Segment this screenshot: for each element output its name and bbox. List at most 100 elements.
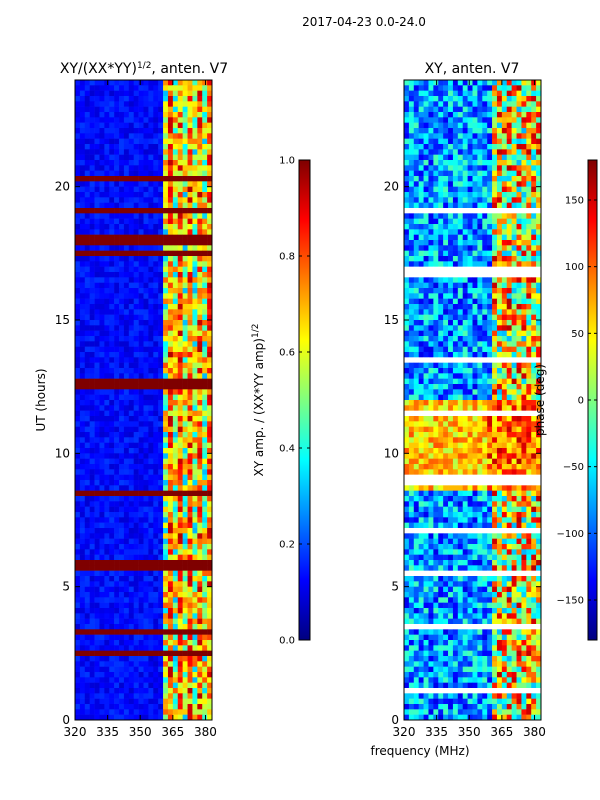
amplitude-cell (192, 224, 198, 230)
amplitude-cell (114, 288, 120, 294)
amplitude-cell (123, 378, 130, 385)
phase-cell (482, 229, 488, 235)
phase-cell (433, 341, 439, 347)
amplitude-cell (84, 453, 90, 459)
phase-cell (467, 282, 473, 289)
amplitude-cell (84, 474, 90, 481)
amplitude-cell (197, 320, 203, 326)
phase-cell (492, 106, 498, 113)
phase-cell (404, 80, 410, 86)
amplitude-cell (197, 586, 203, 593)
amplitude-cell (158, 490, 164, 497)
phase-cell (501, 277, 508, 283)
phase-cell (404, 90, 410, 97)
amplitude-cell (163, 293, 169, 299)
phase-cell (521, 336, 527, 342)
phase-cell (472, 160, 478, 166)
amplitude-cell (114, 682, 120, 689)
amplitude-cell (197, 96, 203, 102)
amplitude-cell (104, 608, 110, 614)
phase-cell (438, 288, 444, 294)
amplitude-cell (119, 277, 125, 283)
amplitude-cell (84, 325, 90, 331)
phase-cell (472, 176, 478, 182)
amplitude-cell (84, 229, 90, 235)
phase-cell (511, 197, 517, 203)
phase-cell (418, 138, 424, 145)
amplitude-cell (202, 437, 208, 443)
amplitude-cell (158, 554, 164, 561)
amplitude-cell (114, 208, 120, 214)
amplitude-cell (128, 245, 135, 251)
amplitude-cell (177, 405, 183, 411)
amplitude-cell (75, 112, 81, 118)
phase-cell (506, 154, 512, 161)
amplitude-cell (75, 277, 81, 283)
phase-cell (452, 101, 459, 107)
amplitude-cell (148, 458, 154, 465)
amplitude-cell (192, 266, 198, 273)
phase-cell (477, 325, 483, 331)
amplitude-cell (99, 405, 105, 411)
amplitude-cell (158, 341, 164, 347)
amplitude-cell (177, 309, 183, 315)
amplitude-cell (109, 682, 115, 689)
amplitude-cell (133, 421, 139, 427)
amplitude-cell (167, 101, 174, 107)
amplitude-cell (104, 384, 110, 390)
phase-cell (404, 288, 410, 294)
amplitude-cell (202, 96, 208, 102)
phase-cell (472, 352, 478, 358)
amplitude-cell (163, 714, 169, 721)
amplitude-cell (75, 554, 81, 561)
amplitude-cell (148, 656, 154, 662)
phase-cell (452, 112, 459, 118)
amplitude-cell (177, 597, 183, 603)
phase-cell (477, 144, 483, 150)
amplitude-cell (84, 613, 90, 619)
phase-cell (482, 288, 488, 294)
amplitude-cell (167, 186, 174, 193)
amplitude-cell (89, 490, 95, 497)
amplitude-cell (114, 650, 120, 657)
amplitude-cell (143, 128, 149, 134)
amplitude-cell (167, 341, 174, 347)
amplitude-cell (109, 581, 115, 587)
amplitude-cell (89, 400, 95, 406)
amplitude-cell (109, 149, 115, 155)
phase-cell (438, 213, 444, 219)
amplitude-cell (128, 528, 135, 534)
phase-cell (511, 117, 517, 123)
amplitude-cell (192, 357, 198, 363)
amplitude-cell (123, 357, 130, 363)
phase-cell (418, 149, 424, 155)
phase-cell (433, 346, 439, 353)
amplitude-cell (109, 565, 115, 571)
amplitude-cell (207, 453, 213, 459)
amplitude-cell (182, 330, 188, 337)
amplitude-cell (123, 666, 130, 673)
phase-cell (467, 154, 473, 161)
amplitude-cell (177, 362, 183, 369)
phase-cell (511, 320, 517, 326)
amplitude-cell (182, 192, 188, 198)
amplitude-cell (163, 576, 169, 582)
amplitude-cell (148, 336, 154, 342)
amplitude-cell (84, 298, 90, 305)
amplitude-cell (128, 533, 135, 539)
amplitude-cell (89, 586, 95, 593)
phase-cell (511, 106, 517, 113)
amplitude-cell (128, 192, 135, 198)
amplitude-cell (123, 181, 130, 187)
phase-cell (536, 229, 542, 235)
phase-cell (443, 122, 449, 129)
amplitude-cell (104, 581, 110, 587)
amplitude-cell (172, 490, 179, 497)
phase-cell (496, 261, 503, 267)
amplitude-cell (172, 416, 179, 422)
amplitude-cell (202, 330, 208, 337)
amplitude-cell (177, 672, 183, 678)
amplitude-cell (94, 357, 100, 363)
phase-cell (477, 314, 483, 321)
amplitude-cell (148, 304, 154, 310)
